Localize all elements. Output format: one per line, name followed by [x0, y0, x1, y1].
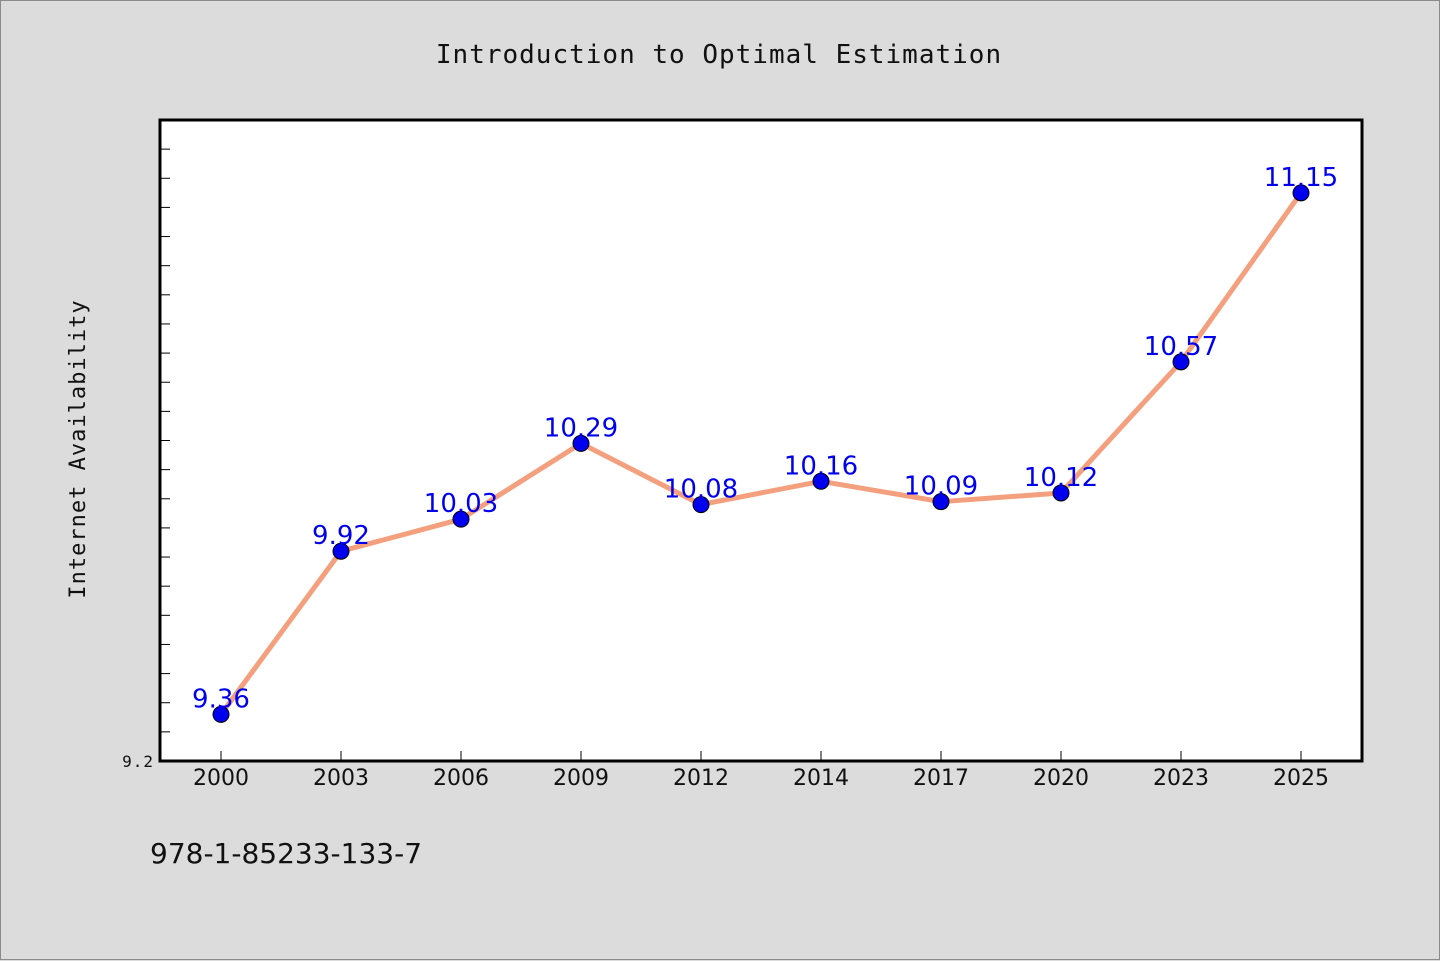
- data-point-marker: [1172, 353, 1190, 371]
- data-point-marker: [452, 510, 470, 528]
- data-labels-layer: 9.36 9.92 10.03 10.29 10.08 10.16 10.09 10.12 10…: [192, 163, 1338, 715]
- x-tick-label: 2006: [433, 766, 489, 791]
- y-tick-label: 9.2: [122, 752, 154, 771]
- data-label: 10.29: [544, 413, 618, 443]
- data-point-marker: [332, 542, 350, 560]
- data-label: 10.57: [1144, 332, 1218, 362]
- x-tick-label: 2000: [193, 766, 249, 791]
- x-tick-label: 2025: [1273, 766, 1329, 791]
- x-tick-label: 2014: [793, 766, 849, 791]
- data-point-marker: [1292, 184, 1310, 202]
- x-tick-label: 2003: [313, 766, 369, 791]
- x-tick-label: 2009: [553, 766, 609, 791]
- data-label: 9.92: [312, 521, 370, 551]
- x-tick-label: 2020: [1033, 766, 1089, 791]
- data-point-marker: [932, 493, 950, 511]
- series-line: [218, 190, 1304, 717]
- data-label: 10.16: [784, 451, 858, 481]
- y-axis-ticks: [160, 148, 170, 733]
- x-axis-ticks: 2000 2003 2006 2009 2012 2014 2017 2020 2023 2025: [193, 751, 1329, 791]
- data-point-marker: [572, 434, 590, 452]
- data-label: 10.12: [1024, 463, 1098, 493]
- data-label: 11.15: [1264, 163, 1338, 193]
- data-point-marker: [212, 705, 230, 723]
- data-label: 10.09: [904, 472, 978, 502]
- x-tick-label: 2023: [1153, 766, 1209, 791]
- chart-title: Introduction to Optimal Estimation: [436, 40, 1002, 70]
- x-tick-label: 2017: [913, 766, 969, 791]
- data-point-marker: [692, 496, 710, 514]
- plot-area: [158, 118, 1364, 763]
- isbn-text: 978-1-85233-133-7: [150, 837, 422, 870]
- data-label: 9.36: [192, 684, 250, 714]
- x-tick-label: 2012: [673, 766, 729, 791]
- data-point-marker: [812, 472, 830, 490]
- data-point-marker: [1052, 484, 1070, 502]
- data-label: 10.03: [424, 489, 498, 519]
- series-layer: [212, 184, 1310, 723]
- data-label: 10.08: [664, 475, 738, 505]
- y-axis-label: Internet Availability: [66, 299, 91, 598]
